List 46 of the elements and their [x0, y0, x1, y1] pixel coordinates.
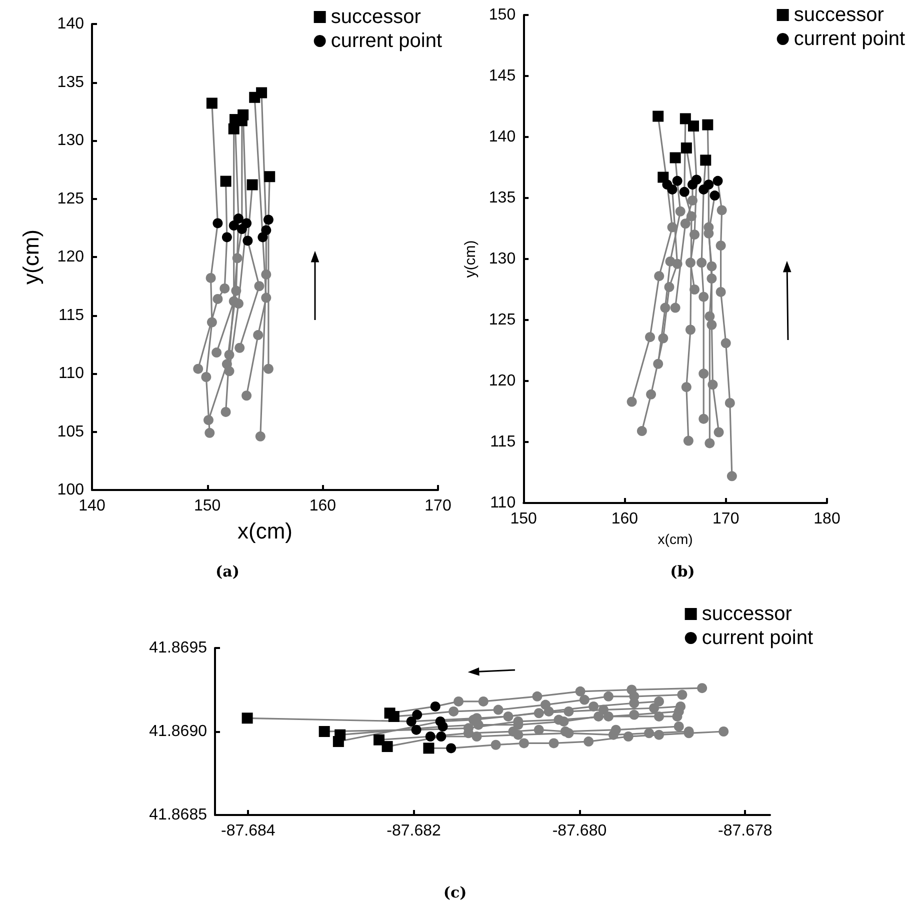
legend-label: successor — [330, 6, 422, 28]
x-tick-label: -87.684 — [221, 822, 276, 840]
y-tick-label: 120 — [57, 248, 84, 266]
x-tick-label: 170 — [712, 510, 740, 528]
x-axis-title: x(cm) — [658, 530, 693, 547]
y-tick-label: 130 — [488, 250, 516, 268]
y-tick-label: 135 — [57, 74, 84, 91]
y-tick-label: 110 — [490, 494, 516, 512]
x-tick-label: 150 — [194, 498, 221, 514]
y-tick-label: 150 — [488, 6, 516, 24]
y-tick-label: 115 — [490, 434, 516, 450]
y-tick-label: 135 — [488, 190, 516, 206]
x-tick-label: -87.680 — [552, 822, 607, 840]
x-tick-label: 160 — [309, 498, 336, 514]
y-tick-label: 120 — [488, 372, 516, 390]
y-tick-label: 110 — [58, 365, 84, 382]
y-tick-label: 41.8685 — [149, 806, 208, 824]
y-tick-label: 41.8690 — [149, 723, 208, 740]
x-tick-label: 180 — [814, 510, 840, 528]
legend-label: successor — [702, 603, 792, 625]
y-tick-label: 145 — [488, 68, 516, 84]
legend-label: successor — [794, 4, 884, 26]
x-axis-title: x(cm) — [238, 518, 292, 544]
y-tick-label: 125 — [488, 312, 516, 328]
y-tick-label: 140 — [57, 16, 84, 32]
x-tick-label: 160 — [611, 510, 638, 528]
text: (a) — [216, 562, 240, 580]
y-tick-label: 125 — [57, 190, 84, 208]
legend-label: current point — [702, 627, 814, 649]
x-tick-label: 170 — [424, 498, 452, 514]
x-tick-label: -87.678 — [718, 822, 772, 840]
y-tick-label: 140 — [488, 128, 516, 146]
y-tick-label: 130 — [57, 132, 84, 149]
y-tick-label: 105 — [57, 423, 84, 440]
text: (b) — [670, 562, 695, 580]
y-tick-label: 115 — [58, 306, 84, 324]
y-axis-title: y(cm) — [462, 240, 479, 278]
x-tick-label: 150 — [510, 510, 538, 528]
x-tick-label: 140 — [78, 498, 106, 514]
legend-label: current point — [330, 30, 442, 52]
y-tick-label: 100 — [57, 482, 84, 498]
y-axis-title: y(cm) — [18, 230, 44, 284]
x-tick-label: -87.682 — [386, 822, 442, 840]
text: (c) — [443, 884, 467, 902]
legend-label: current point — [794, 28, 906, 50]
y-tick-label: 41.8695 — [149, 640, 208, 656]
